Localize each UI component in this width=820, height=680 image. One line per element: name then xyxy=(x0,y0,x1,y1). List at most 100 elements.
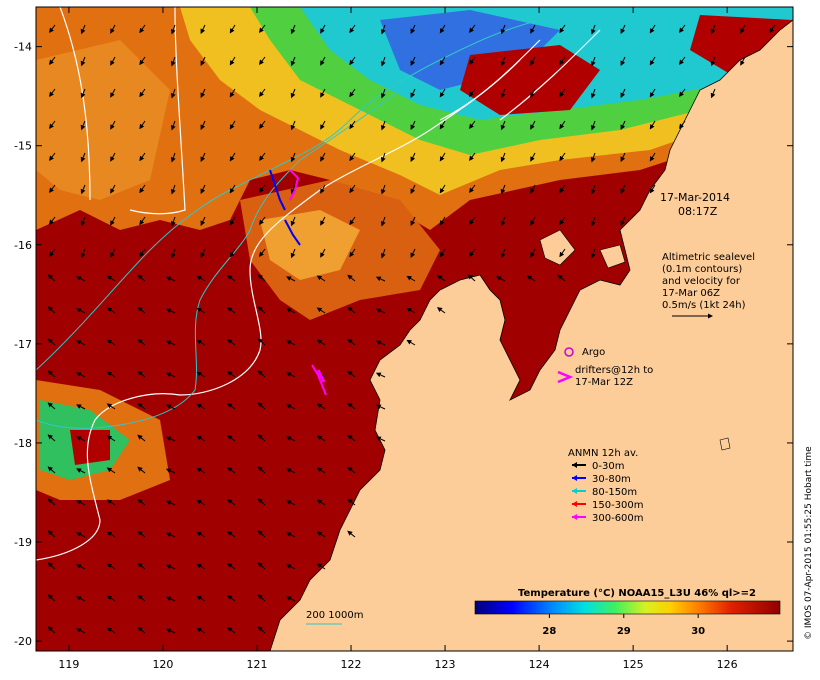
velocity-arrow-icon xyxy=(106,371,116,378)
velocity-arrow-icon xyxy=(139,184,146,194)
velocity-arrow-icon xyxy=(678,120,686,129)
anmn-arrow-head-icon xyxy=(572,462,577,468)
timestamp-time: 08:17Z xyxy=(678,205,718,218)
velocity-arrow-icon xyxy=(139,24,146,34)
y-tick-label: -15 xyxy=(14,140,32,153)
velocity-arrow-icon xyxy=(76,500,86,506)
altimetry-line4: 17-Mar 06Z xyxy=(662,288,720,299)
velocity-arrow-icon xyxy=(226,307,236,314)
velocity-arrow-icon xyxy=(649,88,656,98)
anmn-arrow-head-icon xyxy=(572,475,577,481)
velocity-arrow-icon xyxy=(170,24,176,35)
velocity-arrow-icon xyxy=(200,248,206,259)
velocity-arrow-icon xyxy=(170,120,176,131)
velocity-arrow-icon xyxy=(406,275,416,282)
velocity-arrow-icon xyxy=(500,248,506,259)
velocity-arrow-icon xyxy=(106,499,116,506)
velocity-arrow-icon xyxy=(349,56,356,66)
velocity-arrow-icon xyxy=(196,627,206,634)
velocity-arrow-icon xyxy=(590,56,596,67)
credit-text: © IMOS 07-Apr-2015 01:55:25 Hobart time xyxy=(804,446,814,640)
drifter-tracks xyxy=(269,169,327,396)
velocity-arrow-icon xyxy=(559,120,566,130)
velocity-arrow-icon xyxy=(349,184,356,194)
velocity-arrow-icon xyxy=(286,276,296,282)
velocity-arrow-icon xyxy=(649,56,656,66)
colorbar-tick-label: 28 xyxy=(542,626,556,637)
velocity-arrow-icon xyxy=(196,339,206,346)
velocity-arrow-icon xyxy=(229,120,236,130)
velocity-arrow-icon xyxy=(406,339,416,346)
velocity-arrow-icon xyxy=(286,596,296,602)
velocity-arrow-icon xyxy=(47,274,56,282)
velocity-arrow-icon xyxy=(349,152,356,162)
colorbar xyxy=(474,600,781,615)
velocity-arrow-icon xyxy=(316,467,326,474)
velocity-arrow-icon xyxy=(530,56,536,66)
velocity-arrow-icon xyxy=(165,436,176,442)
velocity-arrow-icon xyxy=(286,468,296,474)
velocity-arrow-icon xyxy=(139,88,146,98)
x-tick-label: 123 xyxy=(435,658,456,671)
velocity-arrow-icon xyxy=(48,216,56,225)
velocity-arrow-icon xyxy=(290,120,296,131)
velocity-arrow-icon xyxy=(259,216,266,225)
velocity-arrow-icon xyxy=(740,56,746,66)
velocity-arrow-icon xyxy=(469,120,476,129)
velocity-arrow-icon xyxy=(76,628,86,634)
velocity-arrow-icon xyxy=(196,307,206,314)
velocity-arrow-icon xyxy=(137,594,146,602)
velocity-arrow-icon xyxy=(439,24,446,34)
velocity-arrow-icon xyxy=(620,88,626,99)
velocity-arrow-icon xyxy=(137,402,146,410)
velocity-arrow-icon xyxy=(406,307,416,314)
velocity-arrow-icon xyxy=(76,596,86,602)
velocity-arrow-icon xyxy=(290,152,296,163)
velocity-arrow-icon xyxy=(196,403,206,410)
anmn-legend-label: 300-600m xyxy=(592,513,644,524)
anmn-legend-label: 0-30m xyxy=(592,461,624,472)
velocity-arrow-icon xyxy=(649,184,656,194)
sst-orange-west xyxy=(36,40,170,200)
velocity-arrow-icon xyxy=(137,274,146,282)
velocity-arrow-icon xyxy=(226,595,236,602)
velocity-arrow-icon xyxy=(257,562,266,570)
y-tick-label: -14 xyxy=(14,41,32,54)
island-2 xyxy=(599,244,626,269)
velocity-arrow-icon xyxy=(375,404,386,410)
velocity-arrow-icon xyxy=(559,248,566,258)
velocity-arrow-icon xyxy=(257,338,266,346)
velocity-arrow-icon xyxy=(530,248,536,258)
anmn-legend: 0-30m 30-80m 80-150m 150-300m 300-600m xyxy=(572,461,644,524)
velocity-arrow-icon xyxy=(320,152,326,162)
velocity-arrow-icon xyxy=(110,88,116,98)
velocity-arrow-icon xyxy=(200,56,206,67)
depth-legend-label: 200 1000m xyxy=(306,610,363,621)
velocity-arrow-icon xyxy=(500,56,506,67)
velocity-arrow-icon xyxy=(290,248,296,259)
y-axis: -14 -15 -16 -17 -18 -19 -20 xyxy=(14,41,793,648)
velocity-arrow-icon xyxy=(320,88,326,98)
velocity-arrow-icon xyxy=(139,152,146,162)
sst-warm-patch xyxy=(460,45,600,115)
velocity-arrow-icon xyxy=(347,338,356,346)
velocity-arrow-icon xyxy=(590,248,596,259)
velocity-arrow-icon xyxy=(320,216,326,226)
velocity-arrow-icon xyxy=(740,24,746,34)
velocity-arrow-icon xyxy=(316,435,326,442)
velocity-arrow-icon xyxy=(139,248,146,258)
velocity-arrow-icon xyxy=(165,340,176,346)
velocity-arrow-icon xyxy=(500,184,506,195)
velocity-arrow-icon xyxy=(590,152,596,163)
velocity-arrow-icon xyxy=(226,339,236,346)
velocity-arrow-icon xyxy=(530,120,536,130)
velocity-arrow-icon xyxy=(196,275,206,282)
velocity-arrow-icon xyxy=(410,120,416,131)
velocity-arrow-icon xyxy=(47,338,56,346)
velocity-arrow-icon xyxy=(259,152,266,161)
velocity-arrow-icon xyxy=(347,434,356,442)
velocity-arrow-icon xyxy=(380,216,386,227)
velocity-arrow-icon xyxy=(410,184,416,195)
velocity-arrow-icon xyxy=(229,248,236,258)
velocity-arrow-icon xyxy=(439,120,446,130)
